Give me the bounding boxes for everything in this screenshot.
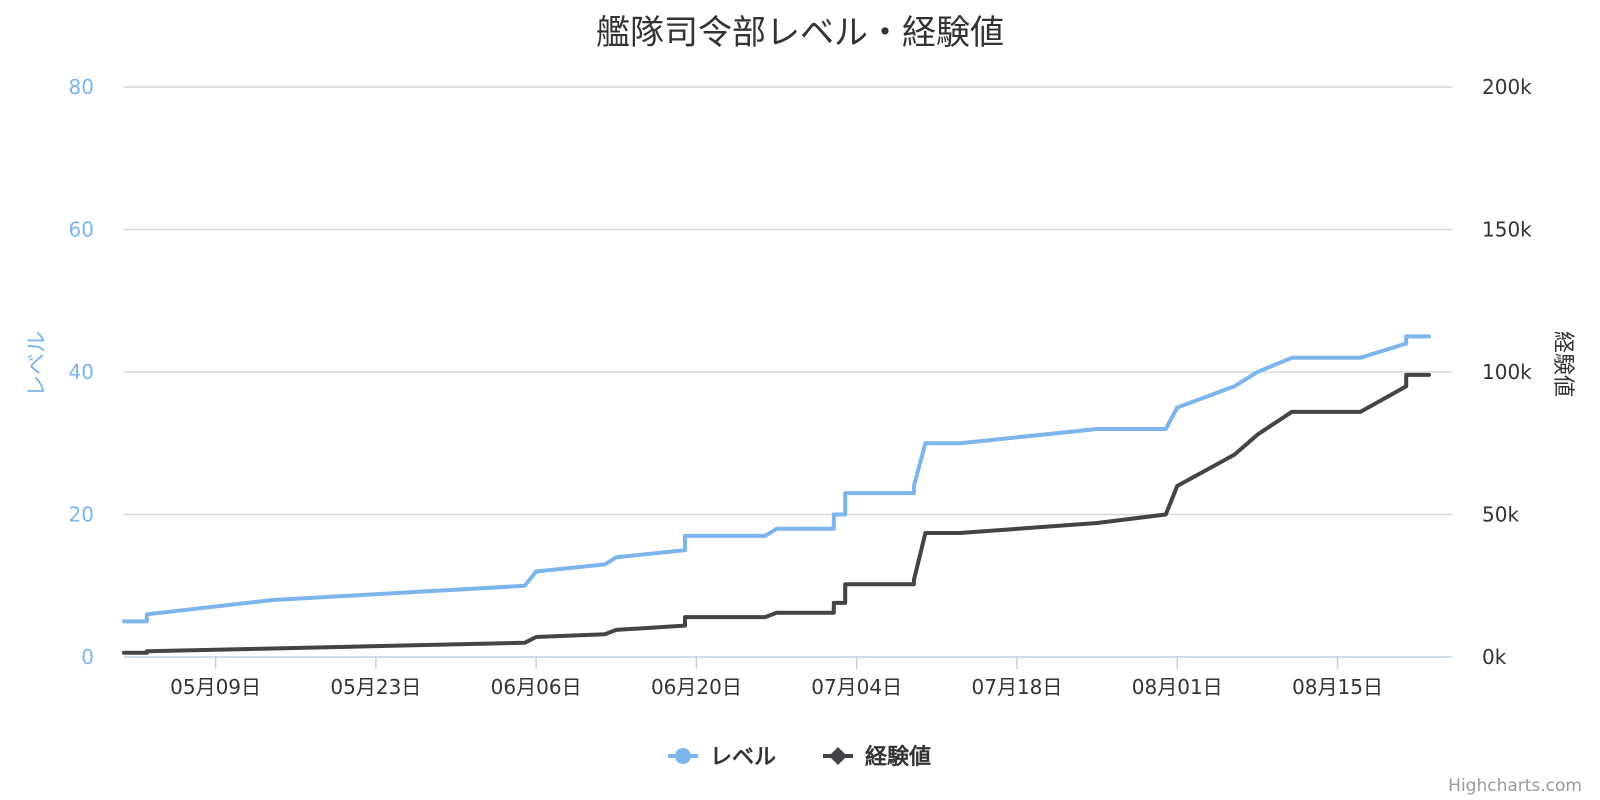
series-line-exp[interactable] (122, 372, 1432, 655)
grid-lines (124, 86, 1452, 516)
right-y-axis: 0k 50k 100k 150k 200k (1482, 75, 1532, 669)
left-tick-label: 20 (69, 503, 94, 527)
legend-level-marker (675, 748, 691, 764)
right-tick-label: 200k (1482, 75, 1532, 99)
series-line-level[interactable] (122, 334, 1432, 624)
left-y-axis: 0 20 40 60 80 (69, 75, 94, 669)
x-tick-label: 06月20日 (651, 675, 742, 699)
legend-item-level[interactable]: レベル (668, 745, 776, 770)
left-tick-label: 80 (69, 75, 94, 99)
x-tick-label: 06月06日 (491, 675, 582, 699)
credits[interactable]: Highcharts.com (1448, 776, 1582, 796)
left-tick-label: 0 (81, 645, 94, 669)
x-tick-label: 08月01日 (1132, 675, 1223, 699)
x-tick-label: 05月23日 (330, 675, 421, 699)
x-tick-label: 07月18日 (972, 675, 1063, 699)
series-lines (122, 334, 1432, 655)
legend-exp-marker (829, 747, 847, 765)
legend-item-exp[interactable]: 経験値 (823, 744, 931, 770)
x-tick-label: 08月15日 (1292, 675, 1383, 699)
left-axis-title: レベル (25, 331, 50, 397)
legend-exp-label: 経験値 (865, 744, 931, 770)
x-axis: 05月09日 05月23日 06月06日 06月20日 07月04日 07月18日 08月0… (124, 656, 1452, 699)
legend[interactable]: レベル 経験値 (668, 744, 931, 770)
chart-title: 艦隊司令部レベル・経験値 (596, 13, 1004, 53)
right-tick-label: 100k (1482, 360, 1532, 384)
legend-level-label: レベル (710, 745, 776, 770)
x-tick-label: 07月04日 (811, 675, 902, 699)
right-tick-label: 150k (1482, 218, 1532, 242)
right-tick-label: 50k (1482, 503, 1519, 527)
right-axis-title: 経験値 (1550, 331, 1575, 397)
left-tick-label: 40 (69, 360, 94, 384)
x-tick-label: 05月09日 (170, 675, 261, 699)
right-tick-label: 0k (1482, 645, 1507, 669)
left-tick-label: 60 (69, 218, 94, 242)
